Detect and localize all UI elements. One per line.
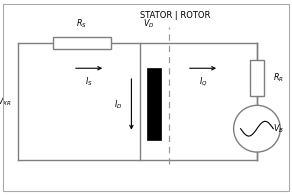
Text: STATOR | ROTOR: STATOR | ROTOR bbox=[140, 11, 211, 20]
Text: $V_{XR}$: $V_{XR}$ bbox=[0, 95, 12, 108]
Text: $V_B$: $V_B$ bbox=[273, 122, 284, 135]
Bar bbox=[53, 37, 111, 49]
Bar bbox=[147, 68, 161, 140]
Text: $I_S$: $I_S$ bbox=[85, 76, 93, 88]
Text: $R_S$: $R_S$ bbox=[76, 17, 87, 30]
Text: $V_D$: $V_D$ bbox=[143, 17, 155, 30]
Bar bbox=[251, 60, 264, 96]
Text: $I_Q$: $I_Q$ bbox=[199, 75, 207, 88]
Ellipse shape bbox=[234, 105, 280, 152]
Text: $R_R$: $R_R$ bbox=[273, 72, 284, 84]
Text: $I_D$: $I_D$ bbox=[114, 98, 122, 111]
